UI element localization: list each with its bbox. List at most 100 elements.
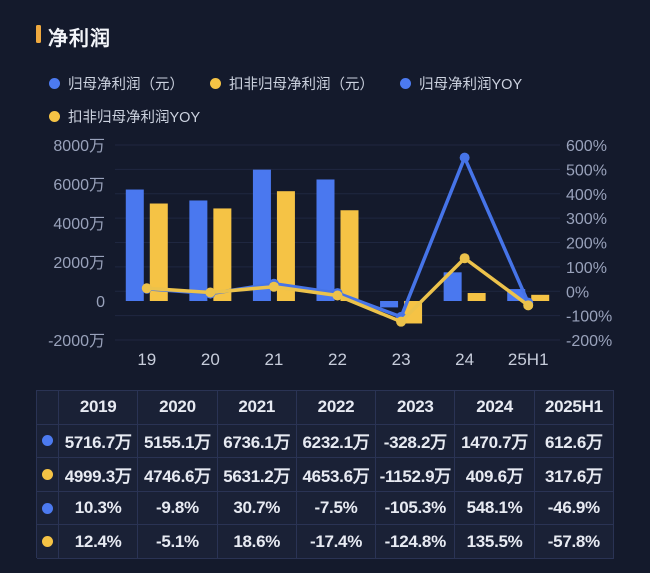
- deducted-net-profit-bar[interactable]: [531, 294, 550, 301]
- table-value-cell: -9.8%: [138, 491, 218, 526]
- table-value-cell: 317.6万: [534, 458, 614, 492]
- table-value-cell: -1152.9万: [376, 458, 456, 492]
- table-value-cell: -46.9%: [534, 491, 614, 526]
- right-axis-label: -100%: [566, 309, 612, 326]
- left-axis-label: 8000万: [53, 138, 105, 155]
- right-axis-label: 400%: [566, 187, 607, 204]
- table-value-cell: 548.1%: [455, 491, 535, 526]
- deducted-net-profit-yoy-point[interactable]: [459, 253, 470, 264]
- x-axis-label: 24: [455, 350, 474, 369]
- table-value-cell: 409.6万: [455, 458, 535, 492]
- table-value-cell: 5155.1万: [138, 424, 218, 459]
- net-profit-bar[interactable]: [316, 179, 335, 301]
- net-profit-dot-icon: [42, 435, 53, 447]
- table-value-cell: -328.2万: [376, 424, 456, 459]
- deducted-net-profit-yoy-point[interactable]: [396, 316, 407, 327]
- table-value-cell: 5631.2万: [217, 458, 297, 492]
- net-profit-bar[interactable]: [443, 272, 462, 301]
- table-value-cell: 10.3%: [59, 491, 139, 526]
- x-axis-label: 21: [264, 350, 283, 369]
- table-header-cell: 2023: [376, 391, 456, 425]
- deducted-net-profit-yoy-dot-icon: [42, 536, 53, 548]
- deducted-net-profit-yoy-point[interactable]: [332, 290, 343, 301]
- right-axis-label: 100%: [566, 260, 607, 277]
- table-value-cell: 135.5%: [455, 525, 535, 559]
- table-value-cell: 1470.7万: [455, 424, 535, 459]
- table-value-cell: 6736.1万: [217, 424, 297, 459]
- x-axis-label: 25H1: [508, 350, 549, 369]
- right-axis-label: 0%: [566, 284, 589, 301]
- right-axis-label: 500%: [566, 162, 607, 179]
- left-axis-label: -2000万: [48, 333, 105, 350]
- deducted-net-profit-bar[interactable]: [213, 208, 232, 301]
- table-corner-cell: [37, 391, 59, 425]
- deducted-net-profit-dot-icon: [42, 468, 53, 480]
- net-profit-yoy-dot-icon: [42, 502, 53, 514]
- table-header-cell: 2022: [296, 391, 377, 425]
- table-value-cell: 5716.7万: [59, 424, 139, 459]
- deducted-net-profit-yoy-point[interactable]: [205, 287, 216, 298]
- net-profit-bar[interactable]: [189, 200, 208, 301]
- net-profit-yoy-point[interactable]: [459, 152, 470, 163]
- table-row-dot-cell: [37, 525, 59, 559]
- page-title: 净利润: [48, 28, 111, 50]
- x-axis-label: 22: [328, 350, 347, 369]
- table-value-cell: 18.6%: [217, 525, 297, 559]
- x-axis-label: 23: [392, 350, 411, 369]
- table-header-cell: 2024: [455, 391, 535, 425]
- table-header-cell: 2025H1: [534, 391, 614, 425]
- table-value-cell: 4746.6万: [138, 458, 218, 492]
- table-value-cell: -124.8%: [376, 525, 456, 559]
- table-value-cell: -5.1%: [138, 525, 218, 559]
- table-value-cell: 12.4%: [59, 525, 139, 559]
- deducted-net-profit-yoy-point[interactable]: [523, 300, 534, 311]
- legend-item-net-profit-yoy[interactable]: 归母净利润YOY: [400, 73, 522, 94]
- deducted-net-profit-bar[interactable]: [149, 203, 168, 301]
- legend-dot-icon: [210, 78, 221, 89]
- table-value-cell: 4653.6万: [296, 458, 377, 492]
- deducted-net-profit-yoy-point[interactable]: [141, 283, 152, 294]
- net-profit-bar[interactable]: [125, 189, 144, 301]
- legend-item-deducted-net-profit[interactable]: 扣非归母净利润（元）: [210, 73, 374, 94]
- legend-item-label: 扣非归母净利润YOY: [68, 110, 201, 126]
- table-value-cell: 4999.3万: [59, 458, 139, 492]
- x-axis-label: 20: [201, 350, 220, 369]
- deducted-net-profit-bar[interactable]: [340, 210, 359, 301]
- financial-table: 2019 2020 2021 2022 2023 2024 2025H1 5716.7万 515…: [36, 390, 614, 559]
- legend-item-net-profit[interactable]: 归母净利润（元）: [49, 73, 184, 94]
- deducted-net-profit-yoy-point[interactable]: [268, 281, 279, 292]
- table-row-dot-cell: [37, 458, 59, 492]
- legend-item-label: 归母净利润（元）: [68, 77, 184, 93]
- table-value-cell: -17.4%: [296, 525, 377, 559]
- table-value-cell: 612.6万: [534, 424, 614, 459]
- deducted-net-profit-bar[interactable]: [467, 293, 486, 301]
- chart-legend: 归母净利润（元） 扣非归母净利润（元） 归母净利润YOY 扣非归母净利润YOY: [49, 73, 554, 127]
- table-row-dot-cell: [37, 424, 59, 459]
- table-value-cell: -57.8%: [534, 525, 614, 559]
- table-header-cell: 2020: [138, 391, 218, 425]
- table-header-cell: 2019: [59, 391, 139, 425]
- legend-dot-icon: [400, 78, 411, 89]
- left-axis-label: 4000万: [53, 216, 105, 233]
- right-axis-label: -200%: [566, 333, 612, 350]
- legend-item-label: 扣非归母净利润（元）: [229, 77, 374, 93]
- net-profit-bar[interactable]: [380, 301, 399, 308]
- table-value-cell: 6232.1万: [296, 424, 377, 459]
- table-value-cell: -105.3%: [376, 491, 456, 526]
- net-profit-chart: 8000万 6000万 4000万 2000万 0 -2000万 600% 500% 400% 3…: [48, 138, 612, 369]
- table-value-cell: 30.7%: [217, 491, 297, 526]
- legend-item-deducted-net-profit-yoy[interactable]: 扣非归母净利润YOY: [49, 106, 200, 127]
- title-marker: [36, 25, 41, 43]
- net-profit-bar[interactable]: [252, 169, 271, 301]
- left-axis-label: 6000万: [53, 177, 105, 194]
- legend-item-label: 归母净利润YOY: [419, 77, 523, 93]
- table-value-cell: -7.5%: [296, 491, 377, 526]
- left-axis-label: 0: [96, 294, 105, 311]
- legend-dot-icon: [49, 111, 60, 122]
- table-row-dot-cell: [37, 491, 59, 526]
- deducted-net-profit-bar[interactable]: [276, 191, 295, 301]
- right-axis-label: 600%: [566, 138, 607, 155]
- right-axis-label: 300%: [566, 211, 607, 228]
- right-axis-label: 200%: [566, 236, 607, 253]
